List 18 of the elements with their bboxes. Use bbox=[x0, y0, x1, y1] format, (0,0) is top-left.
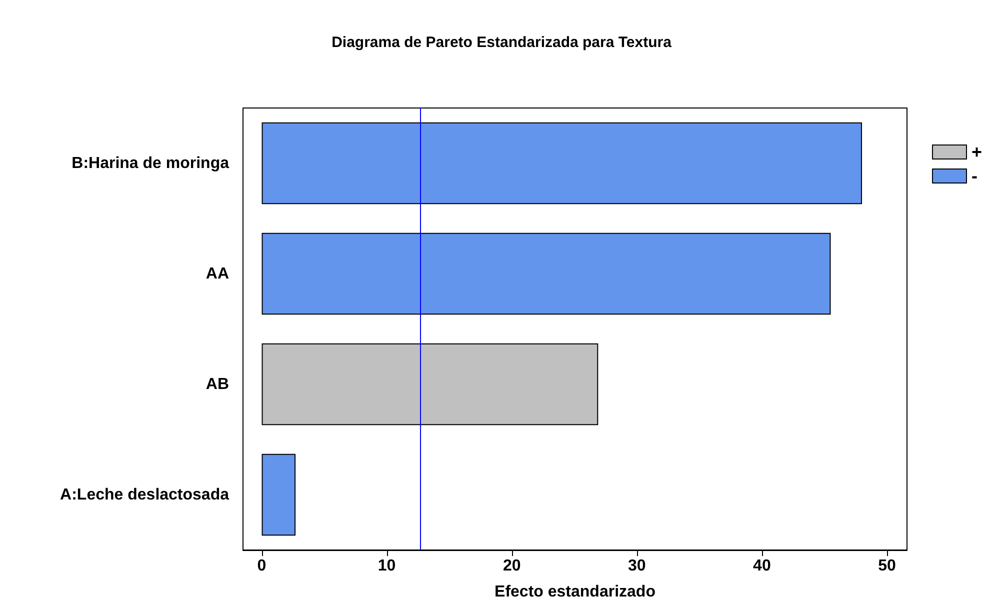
legend-label: + bbox=[971, 142, 982, 162]
x-tick-label: 30 bbox=[628, 558, 646, 574]
bar bbox=[262, 232, 831, 315]
chart-title: Diagrama de Pareto Estandarizada para Textura bbox=[332, 34, 672, 51]
x-tick-label: 50 bbox=[878, 558, 896, 574]
x-axis-title: Efecto estandarizado bbox=[494, 584, 656, 600]
y-tick-label: AA bbox=[206, 265, 230, 282]
x-tick-label: 40 bbox=[753, 558, 771, 574]
bar bbox=[262, 454, 296, 536]
x-tick-label: 10 bbox=[378, 558, 396, 574]
bar bbox=[262, 343, 598, 426]
legend-label: - bbox=[971, 166, 978, 186]
y-tick-label: B:Harina de moringa bbox=[72, 154, 230, 172]
x-tick-label: 0 bbox=[257, 558, 266, 574]
bar bbox=[262, 122, 862, 204]
y-tick-label: AB bbox=[206, 376, 229, 393]
y-tick-label: A:Leche deslactosada bbox=[60, 486, 230, 504]
x-tick-label: 20 bbox=[502, 558, 521, 574]
